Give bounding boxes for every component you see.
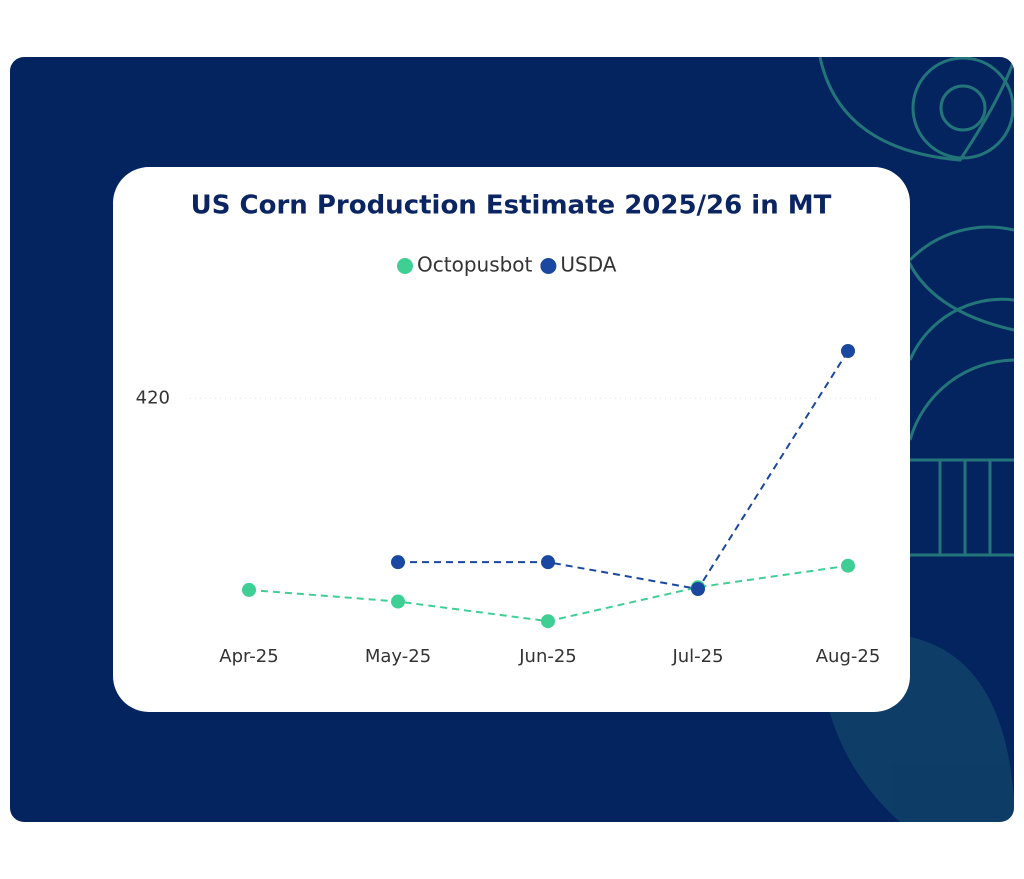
legend-marker xyxy=(397,258,413,274)
y-tick-label: 420 xyxy=(136,387,170,408)
legend-label: USDA xyxy=(560,253,616,277)
data-point xyxy=(691,582,705,596)
data-point xyxy=(541,614,555,629)
data-point xyxy=(841,558,855,573)
legend-label: Octopusbot xyxy=(417,253,533,277)
chart-title: US Corn Production Estimate 2025/26 in M… xyxy=(191,191,832,221)
data-point xyxy=(391,594,405,609)
legend-marker xyxy=(540,258,557,274)
data-point xyxy=(242,582,256,597)
data-point xyxy=(541,555,555,570)
data-point xyxy=(391,555,405,570)
series-line xyxy=(398,350,849,591)
x-tick-label: Jul-25 xyxy=(671,646,723,667)
data-point xyxy=(841,344,855,358)
x-tick-label: Jun-25 xyxy=(518,646,577,667)
chart-card xyxy=(113,167,910,712)
x-tick-label: Apr-25 xyxy=(219,646,278,667)
x-tick-label: May-25 xyxy=(365,646,431,667)
x-tick-label: Aug-25 xyxy=(816,646,881,667)
